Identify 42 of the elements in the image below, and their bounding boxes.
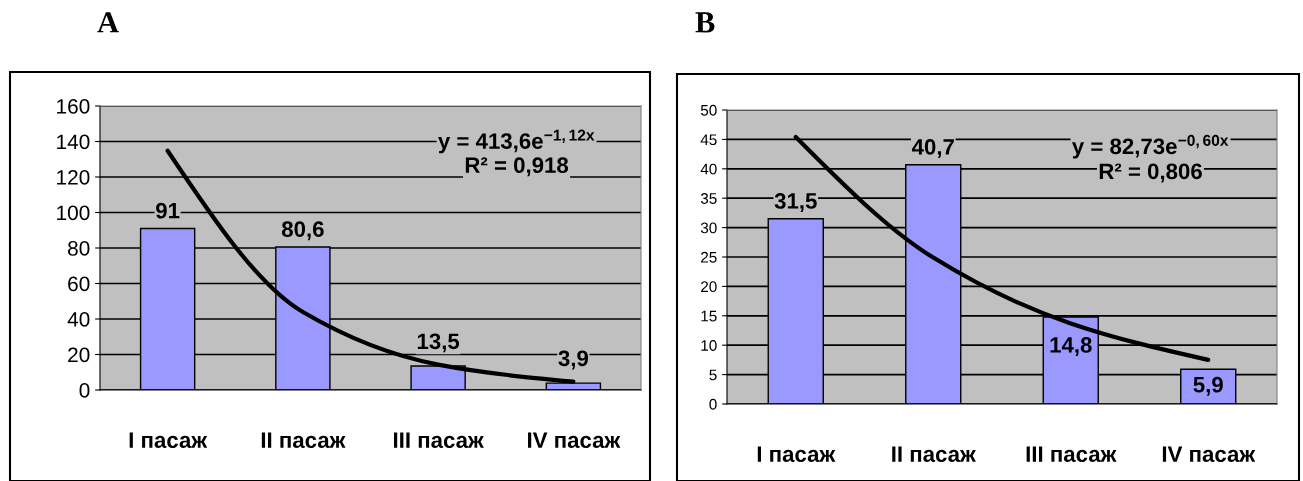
y-tick-label: 0 — [709, 398, 717, 410]
annotation: y = 413,6e$^{−1,12x}$ — [438, 129, 595, 154]
y-tick-label: 40 — [67, 312, 90, 327]
annotation: R² = 0,806 — [1099, 163, 1202, 183]
chart-title: B — [695, 12, 715, 33]
x-tick-label: II пасаж — [261, 432, 346, 448]
y-tick-label: 30 — [700, 222, 717, 234]
x-tick-label: II пасаж — [892, 446, 976, 462]
annotation: R² = 0,918 — [465, 157, 569, 177]
x-tick-label: I пасаж — [757, 446, 836, 462]
annotation: y = 82,73e$^{−0,60x}$ — [1072, 134, 1229, 159]
y-tick-label: 50 — [700, 104, 717, 116]
y-tick-label: 40 — [700, 163, 717, 175]
data-label: 80,6 — [281, 221, 324, 241]
data-label: 13,5 — [417, 333, 460, 353]
data-label: 3,9 — [558, 350, 588, 370]
data-label: 31,5 — [774, 193, 817, 213]
y-tick-label: 10 — [701, 340, 717, 351]
chart-title: A — [97, 12, 119, 33]
y-tick-label: 45 — [700, 134, 717, 146]
x-tick-label: III пасаж — [1026, 446, 1117, 462]
y-tick-label: 120 — [57, 170, 90, 185]
y-tick-label: 5 — [709, 369, 717, 381]
y-tick-label: 20 — [701, 281, 717, 293]
y-tick-label: 80 — [68, 241, 90, 256]
y-tick-label: 60 — [68, 276, 90, 292]
data-label: 14,8 — [1050, 337, 1092, 356]
x-tick-label: I пасаж — [129, 432, 208, 448]
y-tick-label: 20 — [68, 347, 90, 363]
y-tick-label: 35 — [700, 193, 717, 204]
y-tick-label: 140 — [57, 134, 90, 150]
y-tick-label: 100 — [57, 205, 90, 221]
x-tick-label: IV пасаж — [528, 432, 621, 448]
y-tick-label: 25 — [701, 251, 717, 263]
y-tick-label: 160 — [57, 99, 90, 114]
data-label: 5,9 — [1193, 376, 1223, 396]
data-label: 40,7 — [911, 139, 954, 158]
x-tick-label: IV пасаж — [1162, 446, 1256, 462]
y-tick-label: 0 — [79, 383, 90, 398]
x-tick-label: III пасаж — [394, 432, 484, 448]
data-label: 91 — [156, 202, 180, 219]
y-tick-label: 15 — [701, 310, 717, 322]
